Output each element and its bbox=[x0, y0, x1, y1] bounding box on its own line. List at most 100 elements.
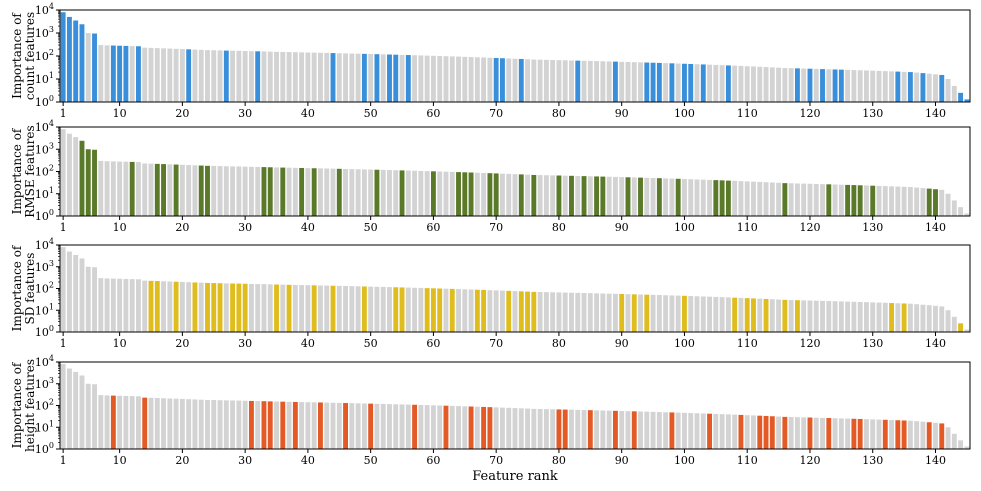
bar-rmse-rank-31 bbox=[248, 166, 254, 216]
bar-count-rank-24 bbox=[205, 50, 210, 102]
bar-sd-rank-108 bbox=[732, 297, 738, 332]
bar-sd-rank-97 bbox=[663, 295, 669, 332]
bar-rmse-rank-39 bbox=[299, 167, 305, 216]
bar-count-rank-102 bbox=[694, 64, 700, 102]
bar-count-rank-106 bbox=[719, 65, 725, 102]
bar-height-rank-40 bbox=[305, 402, 311, 449]
bar-height-rank-115 bbox=[776, 416, 782, 449]
bar-sd-rank-31 bbox=[248, 283, 254, 332]
bar-height-rank-114 bbox=[769, 416, 775, 449]
bar-sd-rank-123 bbox=[826, 301, 832, 332]
bar-sd-rank-109 bbox=[738, 297, 744, 332]
bar-sd-rank-133 bbox=[889, 303, 894, 332]
bar-count-rank-129 bbox=[864, 70, 869, 102]
bar-height-rank-106 bbox=[719, 414, 725, 449]
bar-rmse-rank-7 bbox=[98, 160, 104, 216]
bar-height-rank-21 bbox=[186, 399, 192, 449]
bar-count-rank-3 bbox=[73, 20, 79, 103]
ytick-label-height-4: 104 bbox=[35, 354, 54, 369]
xtick-label-rmse-110: 110 bbox=[737, 221, 758, 234]
bar-height-rank-1 bbox=[60, 364, 66, 449]
bar-rmse-rank-53 bbox=[387, 170, 392, 216]
bar-sd-rank-70 bbox=[493, 290, 499, 332]
bar-height-rank-80 bbox=[556, 409, 562, 449]
bar-count-rank-139 bbox=[926, 73, 932, 102]
bar-sd-rank-10 bbox=[117, 278, 123, 332]
bar-height-rank-105 bbox=[713, 413, 719, 449]
xtick-label-sd-10: 10 bbox=[113, 337, 127, 350]
xtick-label-count-100: 100 bbox=[674, 107, 695, 120]
bar-sd-rank-34 bbox=[267, 284, 273, 332]
bar-height-rank-11 bbox=[123, 395, 129, 449]
bar-count-rank-121 bbox=[813, 68, 819, 102]
ytick-label-sd-4: 104 bbox=[35, 237, 54, 252]
bar-sd-rank-121 bbox=[813, 300, 819, 332]
bar-rmse-rank-96 bbox=[656, 178, 662, 216]
bar-rmse-rank-83 bbox=[575, 175, 581, 216]
bar-sd-rank-46 bbox=[343, 286, 348, 332]
bar-height-rank-16 bbox=[154, 398, 160, 449]
bar-height-rank-128 bbox=[857, 418, 863, 449]
bar-count-rank-62 bbox=[443, 56, 449, 102]
bar-height-rank-53 bbox=[387, 404, 392, 449]
ylabel-sd-line2: SD features bbox=[23, 253, 37, 325]
bar-rmse-rank-70 bbox=[493, 173, 499, 216]
xtick-label-sd-1: 1 bbox=[60, 337, 67, 350]
bar-height-rank-111 bbox=[751, 415, 756, 449]
ytick-label-rmse-1: 101 bbox=[35, 186, 54, 201]
xtick-label-rmse-100: 100 bbox=[674, 221, 695, 234]
bar-sd-rank-117 bbox=[788, 300, 794, 332]
bar-rmse-rank-140 bbox=[933, 189, 938, 216]
bar-height-rank-118 bbox=[794, 417, 800, 449]
bar-count-rank-140 bbox=[933, 74, 938, 102]
bar-height-rank-94 bbox=[644, 411, 650, 449]
xtick-label-count-120: 120 bbox=[799, 107, 820, 120]
xtick-label-count-1: 1 bbox=[60, 107, 67, 120]
bar-sd-rank-115 bbox=[776, 299, 782, 332]
bar-height-rank-117 bbox=[788, 417, 794, 449]
bar-height-rank-130 bbox=[870, 419, 876, 449]
bar-sd-rank-101 bbox=[688, 296, 694, 332]
bar-count-rank-83 bbox=[575, 60, 581, 102]
bar-sd-rank-68 bbox=[481, 289, 487, 332]
bar-sd-rank-105 bbox=[713, 296, 719, 332]
bar-height-rank-136 bbox=[907, 420, 913, 449]
bar-rmse-rank-63 bbox=[449, 171, 455, 216]
xtick-label-height-50: 50 bbox=[364, 454, 378, 467]
bar-sd-rank-100 bbox=[682, 295, 687, 332]
bar-count-rank-131 bbox=[876, 70, 882, 102]
bar-sd-rank-15 bbox=[148, 280, 154, 332]
bar-rmse-rank-109 bbox=[738, 181, 744, 216]
bar-height-rank-23 bbox=[198, 399, 204, 449]
bar-count-rank-113 bbox=[763, 67, 769, 102]
bar-count-rank-130 bbox=[870, 70, 876, 102]
bar-rmse-rank-30 bbox=[242, 166, 248, 216]
bar-height-rank-41 bbox=[311, 402, 317, 449]
bar-height-rank-119 bbox=[801, 417, 807, 449]
bar-count-rank-78 bbox=[543, 59, 549, 102]
bar-height-rank-69 bbox=[487, 407, 493, 449]
xtick-label-height-100: 100 bbox=[674, 454, 695, 467]
bar-count-rank-37 bbox=[286, 52, 292, 102]
xtick-label-sd-30: 30 bbox=[238, 337, 252, 350]
bar-count-rank-96 bbox=[656, 62, 662, 102]
bar-rmse-rank-54 bbox=[393, 170, 399, 216]
bar-sd-rank-2 bbox=[66, 251, 72, 332]
bar-rmse-rank-101 bbox=[688, 179, 694, 216]
bar-rmse-rank-100 bbox=[682, 179, 687, 216]
bar-rmse-rank-105 bbox=[713, 180, 719, 216]
bar-count-rank-79 bbox=[550, 60, 556, 102]
bar-count-rank-51 bbox=[374, 54, 380, 102]
bar-rmse-rank-122 bbox=[820, 184, 825, 216]
bar-count-rank-94 bbox=[644, 62, 650, 102]
bar-count-rank-115 bbox=[776, 67, 782, 102]
bar-height-rank-138 bbox=[920, 421, 926, 449]
bar-count-rank-60 bbox=[430, 55, 436, 102]
bar-height-rank-17 bbox=[161, 398, 166, 449]
bar-rmse-rank-121 bbox=[813, 183, 819, 216]
bar-rmse-rank-112 bbox=[757, 181, 763, 216]
bar-count-rank-25 bbox=[211, 50, 217, 102]
bar-count-rank-136 bbox=[907, 72, 913, 102]
